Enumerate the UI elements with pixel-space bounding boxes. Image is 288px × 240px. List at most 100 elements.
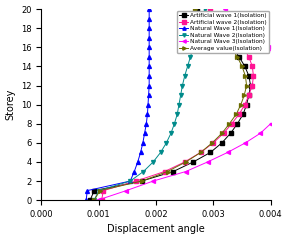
Artificial wave 2(Isolation): [243, 103, 247, 106]
Average value(Isolation): [92, 199, 96, 202]
Artificial wave 1(Isolation): [209, 151, 212, 154]
Artificial wave 1(Isolation): [213, 27, 217, 30]
Average value(Isolation): [244, 74, 247, 77]
Artificial wave 1(Isolation): [229, 132, 232, 135]
Natural Wave 2(Isolation): [177, 103, 181, 106]
Natural Wave 2(Isolation): [189, 55, 192, 58]
Natural Wave 2(Isolation): [92, 199, 96, 202]
Average value(Isolation): [239, 103, 242, 106]
Natural Wave 3(Isolation): [281, 94, 285, 96]
Artificial wave 2(Isolation): [199, 151, 202, 154]
Natural Wave 3(Isolation): [151, 180, 155, 182]
Natural Wave 1(Isolation): [139, 151, 142, 154]
Natural Wave 3(Isolation): [283, 84, 286, 87]
Artificial wave 2(Isolation): [252, 74, 255, 77]
Artificial wave 1(Isolation): [222, 36, 226, 39]
Natural Wave 3(Isolation): [269, 122, 272, 125]
Natural Wave 2(Isolation): [203, 8, 206, 11]
Natural Wave 3(Isolation): [223, 8, 227, 11]
Artificial wave 2(Isolation): [163, 170, 166, 173]
Line: Natural Wave 3(Isolation): Natural Wave 3(Isolation): [96, 7, 286, 202]
Artificial wave 2(Isolation): [222, 132, 226, 135]
Artificial wave 1(Isolation): [140, 180, 143, 182]
Artificial wave 1(Isolation): [245, 103, 248, 106]
Natural Wave 1(Isolation): [146, 113, 149, 116]
Natural Wave 2(Isolation): [179, 94, 182, 96]
Natural Wave 1(Isolation): [147, 36, 151, 39]
Artificial wave 2(Isolation): [102, 189, 105, 192]
Artificial wave 2(Isolation): [212, 141, 215, 144]
Artificial wave 2(Isolation): [217, 17, 221, 20]
Natural Wave 1(Isolation): [143, 132, 146, 135]
Average value(Isolation): [240, 65, 244, 68]
Natural Wave 1(Isolation): [147, 17, 151, 20]
Line: Artificial wave 2(Isolation): Artificial wave 2(Isolation): [100, 7, 255, 202]
Natural Wave 3(Isolation): [234, 17, 238, 20]
Artificial wave 1(Isolation): [230, 46, 234, 49]
Natural Wave 3(Isolation): [279, 103, 283, 106]
Artificial wave 1(Isolation): [243, 65, 247, 68]
Natural Wave 1(Isolation): [84, 199, 88, 202]
Natural Wave 2(Isolation): [186, 65, 189, 68]
Line: Artificial wave 1(Isolation): Artificial wave 1(Isolation): [88, 7, 253, 202]
Natural Wave 2(Isolation): [197, 27, 201, 30]
Average value(Isolation): [184, 161, 187, 163]
Average value(Isolation): [234, 113, 238, 116]
Natural Wave 2(Isolation): [181, 84, 184, 87]
Artificial wave 2(Isolation): [247, 55, 251, 58]
Average value(Isolation): [140, 180, 143, 182]
Natural Wave 2(Isolation): [165, 141, 168, 144]
Artificial wave 2(Isolation): [251, 84, 254, 87]
Average value(Isolation): [229, 46, 232, 49]
Natural Wave 1(Isolation): [147, 65, 151, 68]
Artificial wave 1(Isolation): [249, 84, 252, 87]
Artificial wave 2(Isolation): [234, 36, 238, 39]
Artificial wave 1(Isolation): [220, 141, 224, 144]
Artificial wave 2(Isolation): [251, 65, 254, 68]
Artificial wave 1(Isolation): [92, 189, 96, 192]
Artificial wave 2(Isolation): [100, 199, 103, 202]
Natural Wave 3(Isolation): [246, 27, 249, 30]
Artificial wave 1(Isolation): [88, 199, 92, 202]
Average value(Isolation): [193, 8, 197, 11]
Natural Wave 1(Isolation): [147, 46, 151, 49]
Natural Wave 3(Isolation): [274, 55, 277, 58]
Average value(Isolation): [202, 17, 206, 20]
Line: Average value(Isolation): Average value(Isolation): [92, 7, 249, 202]
Average value(Isolation): [236, 55, 239, 58]
Average value(Isolation): [242, 94, 246, 96]
Artificial wave 1(Isolation): [247, 74, 251, 77]
Natural Wave 3(Isolation): [96, 199, 99, 202]
Natural Wave 1(Isolation): [147, 84, 151, 87]
Natural Wave 2(Isolation): [200, 17, 204, 20]
Natural Wave 1(Isolation): [132, 170, 136, 173]
Average value(Isolation): [228, 122, 231, 125]
Artificial wave 1(Isolation): [196, 8, 199, 11]
Natural Wave 2(Isolation): [173, 122, 176, 125]
Average value(Isolation): [166, 170, 169, 173]
Artificial wave 2(Isolation): [183, 161, 186, 163]
Artificial wave 1(Isolation): [172, 170, 175, 173]
Artificial wave 2(Isolation): [209, 8, 212, 11]
Natural Wave 3(Isolation): [244, 141, 247, 144]
Natural Wave 2(Isolation): [169, 132, 173, 135]
Artificial wave 2(Isolation): [134, 180, 138, 182]
Natural Wave 3(Isolation): [276, 113, 279, 116]
Average value(Isolation): [98, 189, 102, 192]
Natural Wave 1(Isolation): [146, 103, 150, 106]
Natural Wave 1(Isolation): [147, 27, 151, 30]
Artificial wave 1(Isolation): [247, 94, 251, 96]
Y-axis label: Storey: Storey: [5, 89, 16, 120]
Artificial wave 1(Isolation): [237, 55, 241, 58]
Artificial wave 1(Isolation): [241, 113, 245, 116]
Average value(Isolation): [220, 132, 224, 135]
Natural Wave 1(Isolation): [147, 94, 150, 96]
Natural Wave 2(Isolation): [128, 180, 132, 182]
Natural Wave 3(Isolation): [259, 132, 262, 135]
Natural Wave 1(Isolation): [145, 122, 148, 125]
Artificial wave 2(Isolation): [241, 46, 245, 49]
Natural Wave 1(Isolation): [141, 141, 145, 144]
Natural Wave 1(Isolation): [147, 55, 151, 58]
Natural Wave 2(Isolation): [183, 74, 186, 77]
X-axis label: Displacement angle: Displacement angle: [107, 224, 205, 234]
